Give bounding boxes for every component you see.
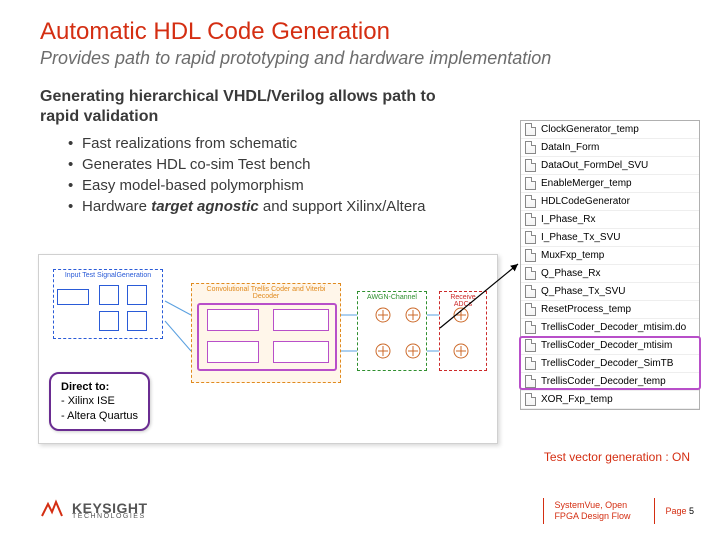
- diagram-block-awgn: AWGN-Channel: [357, 291, 427, 371]
- test-vector-status: Test vector generation : ON: [544, 450, 690, 464]
- file-icon: [525, 303, 536, 316]
- direct-to-callout: Direct to: - Xilinx ISE - Altera Quartus: [49, 372, 150, 431]
- file-row[interactable]: TrellisCoder_Decoder_SimTB: [521, 355, 699, 373]
- file-name: DataIn_Form: [541, 142, 599, 153]
- file-row[interactable]: Q_Phase_Rx: [521, 265, 699, 283]
- brand-logo: KEYSIGHTTECHNOLOGIES: [38, 498, 148, 524]
- file-name: DataOut_FormDel_SVU: [541, 160, 648, 171]
- file-name: XOR_Fxp_temp: [541, 394, 613, 405]
- diagram-subblock: [127, 285, 147, 305]
- file-row[interactable]: ResetProcess_temp: [521, 301, 699, 319]
- file-icon: [525, 249, 536, 262]
- file-icon: [525, 159, 536, 172]
- file-icon: [525, 141, 536, 154]
- file-name: TrellisCoder_Decoder_temp: [541, 376, 666, 387]
- file-name: I_Phase_Tx_SVU: [541, 232, 621, 243]
- file-list-panel: ClockGenerator_temp DataIn_Form DataOut_Fo…: [520, 120, 700, 410]
- file-icon: [525, 267, 536, 280]
- file-row[interactable]: HDLCodeGenerator: [521, 193, 699, 211]
- callout-line: - Altera Quartus: [61, 409, 138, 423]
- file-row[interactable]: ClockGenerator_temp: [521, 121, 699, 139]
- file-row[interactable]: TrellisCoder_Decoder_mtisim.do: [521, 319, 699, 337]
- diagram-subblock: [57, 289, 89, 305]
- file-name: HDLCodeGenerator: [541, 196, 630, 207]
- file-icon: [525, 123, 536, 136]
- diagram-block-adc: Receive ADCs: [439, 291, 487, 371]
- brand-text: KEYSIGHTTECHNOLOGIES: [72, 502, 148, 521]
- slide: Automatic HDL Code Generation Provides p…: [0, 0, 720, 540]
- file-row[interactable]: Q_Phase_Tx_SVU: [521, 283, 699, 301]
- file-row[interactable]: I_Phase_Rx: [521, 211, 699, 229]
- file-row[interactable]: TrellisCoder_Decoder_temp: [521, 373, 699, 391]
- file-icon: [525, 285, 536, 298]
- file-row[interactable]: XOR_Fxp_temp: [521, 391, 699, 409]
- file-name: EnableMerger_temp: [541, 178, 632, 189]
- body-heading: Generating hierarchical VHDL/Verilog all…: [40, 87, 460, 127]
- footer-doc: SystemVue, Open FPGA Design Flow: [554, 500, 644, 522]
- file-icon: [525, 213, 536, 226]
- file-icon: [525, 357, 536, 370]
- file-row[interactable]: DataIn_Form: [521, 139, 699, 157]
- file-icon: [525, 231, 536, 244]
- footer-divider: [654, 498, 655, 524]
- slide-title: Automatic HDL Code Generation: [40, 18, 680, 46]
- callout-label: Direct to:: [61, 380, 138, 394]
- file-icon: [525, 375, 536, 388]
- diagram-subblock: [99, 285, 119, 305]
- file-name: MuxFxp_temp: [541, 250, 604, 261]
- file-name: I_Phase_Rx: [541, 214, 595, 225]
- file-name: ResetProcess_temp: [541, 304, 631, 315]
- diagram-subblock: [127, 311, 147, 331]
- file-icon: [525, 393, 536, 406]
- footer-right: SystemVue, Open FPGA Design Flow Page 5: [543, 498, 694, 524]
- file-row[interactable]: MuxFxp_temp: [521, 247, 699, 265]
- file-icon: [525, 195, 536, 208]
- file-name: Q_Phase_Tx_SVU: [541, 286, 626, 297]
- file-row[interactable]: TrellisCoder_Decoder_mtisim: [521, 337, 699, 355]
- file-name: Q_Phase_Rx: [541, 268, 600, 279]
- file-name: TrellisCoder_Decoder_SimTB: [541, 358, 673, 369]
- diagram-subblock: [99, 311, 119, 331]
- file-name: ClockGenerator_temp: [541, 124, 639, 135]
- file-row[interactable]: I_Phase_Tx_SVU: [521, 229, 699, 247]
- file-row[interactable]: DataOut_FormDel_SVU: [521, 157, 699, 175]
- callout-line: - Xilinx ISE: [61, 394, 138, 408]
- footer-page: Page 5: [665, 506, 694, 517]
- slide-subtitle: Provides path to rapid prototyping and h…: [40, 48, 680, 69]
- file-icon: [525, 321, 536, 334]
- footer-divider: [543, 498, 544, 524]
- file-icon: [525, 177, 536, 190]
- file-row[interactable]: EnableMerger_temp: [521, 175, 699, 193]
- keysight-mark-icon: [38, 498, 66, 524]
- schematic-diagram: Direct to: - Xilinx ISE - Altera Quartus…: [38, 254, 498, 444]
- file-name: TrellisCoder_Decoder_mtisim.do: [541, 322, 686, 333]
- footer: KEYSIGHTTECHNOLOGIES SystemVue, Open FPG…: [0, 480, 720, 530]
- file-name: TrellisCoder_Decoder_mtisim: [541, 340, 672, 351]
- file-icon: [525, 339, 536, 352]
- trellis-highlight: [197, 303, 337, 371]
